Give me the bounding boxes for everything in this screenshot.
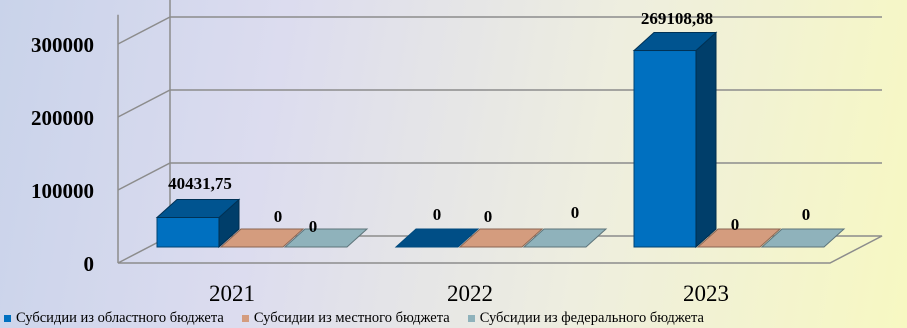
bar-flat bbox=[394, 228, 480, 248]
legend-swatch bbox=[467, 314, 475, 322]
bar-front bbox=[633, 50, 697, 248]
gridline bbox=[117, 89, 882, 118]
y-tick-label: 200000 bbox=[31, 106, 94, 130]
data-label: 40431,75 bbox=[168, 174, 232, 193]
bar-flat bbox=[283, 228, 369, 248]
bar-flat bbox=[760, 228, 846, 248]
x-tick-label: 2022 bbox=[447, 281, 493, 306]
legend: Субсидии из областного бюджета Субсидии и… bbox=[4, 308, 907, 328]
legend-label: Субсидии из местного бюджета bbox=[253, 309, 450, 326]
x-tick-label: 2021 bbox=[209, 281, 255, 306]
gridline bbox=[117, 16, 882, 45]
bar-flat bbox=[458, 228, 544, 248]
bar-front bbox=[156, 216, 220, 248]
data-label: 0 bbox=[274, 207, 283, 226]
gridline bbox=[117, 162, 882, 191]
data-label: 0 bbox=[484, 207, 493, 226]
legend-item: Субсидии из федерального бюджета bbox=[467, 309, 704, 327]
data-label: 269108,88 bbox=[641, 9, 713, 28]
x-tick-label: 2023 bbox=[683, 281, 729, 306]
y-tick-label: 0 bbox=[84, 252, 95, 276]
legend-item: Субсидии из областного бюджета bbox=[4, 310, 224, 327]
data-label: 0 bbox=[731, 215, 740, 234]
data-label: 0 bbox=[309, 217, 318, 236]
chart-floor bbox=[117, 235, 883, 264]
legend-item: Субсидии из местного бюджета bbox=[241, 309, 450, 327]
data-label: 0 bbox=[802, 205, 811, 224]
bar-side bbox=[695, 31, 717, 249]
data-label: 0 bbox=[571, 203, 580, 222]
bar-flat bbox=[522, 228, 608, 248]
y-tick-label: 300000 bbox=[31, 33, 94, 57]
y-tick-label: 100000 bbox=[31, 179, 94, 203]
legend-label: Субсидии из областного бюджета bbox=[16, 309, 224, 326]
legend-swatch bbox=[4, 314, 11, 322]
legend-swatch bbox=[241, 314, 249, 322]
bar-flat bbox=[219, 228, 305, 248]
bar-top bbox=[632, 32, 718, 52]
bar-flat bbox=[696, 228, 782, 248]
data-label: 0 bbox=[433, 205, 442, 224]
bar-top bbox=[155, 198, 241, 218]
legend-label: Субсидии из федерального бюджета bbox=[479, 309, 704, 326]
